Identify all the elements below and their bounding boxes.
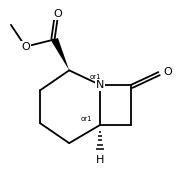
Text: or1: or1 (81, 116, 93, 122)
Text: O: O (164, 67, 173, 77)
Text: or1: or1 (90, 74, 102, 80)
Text: O: O (21, 42, 30, 52)
Text: N: N (96, 80, 104, 90)
Polygon shape (51, 38, 69, 70)
Text: H: H (96, 155, 104, 165)
Text: O: O (54, 9, 63, 19)
